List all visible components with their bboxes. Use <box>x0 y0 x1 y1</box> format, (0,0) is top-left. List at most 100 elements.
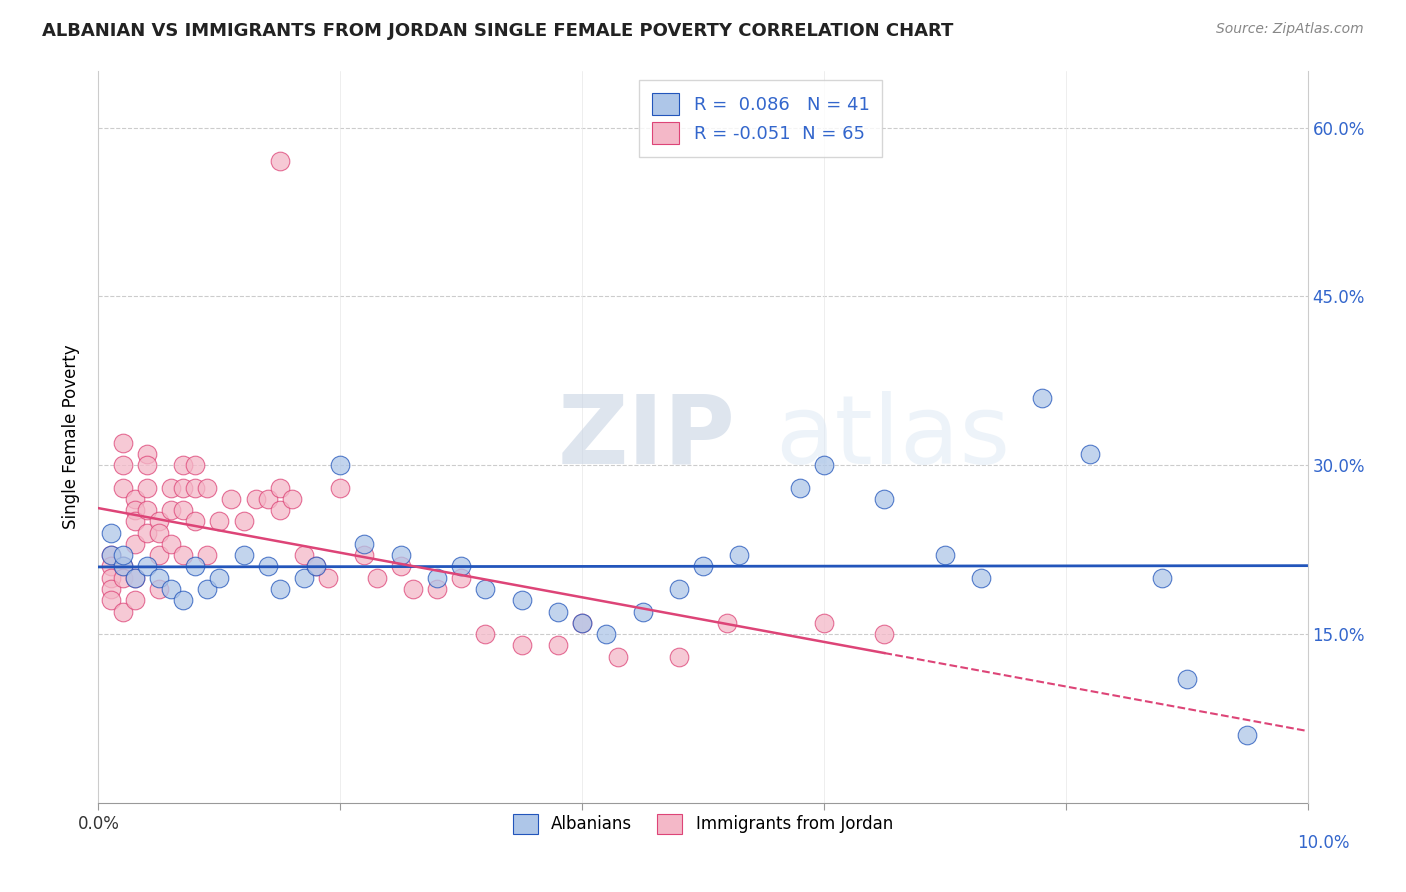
Point <box>607 649 630 664</box>
Point <box>450 571 472 585</box>
Point <box>329 458 352 473</box>
Point <box>316 571 339 585</box>
Point <box>1031 391 1053 405</box>
Point <box>111 605 134 619</box>
Point <box>100 571 122 585</box>
Point <box>124 503 146 517</box>
Point <box>172 458 194 473</box>
Point <box>245 491 267 506</box>
Point <box>402 582 425 596</box>
Point <box>135 559 157 574</box>
Point <box>135 458 157 473</box>
Point <box>111 481 134 495</box>
Point <box>426 582 449 596</box>
Point <box>124 491 146 506</box>
Point <box>269 481 291 495</box>
Point <box>160 582 183 596</box>
Point <box>389 559 412 574</box>
Point <box>813 615 835 630</box>
Point <box>353 548 375 562</box>
Point <box>184 515 207 529</box>
Point <box>232 515 254 529</box>
Point <box>631 605 654 619</box>
Point <box>100 548 122 562</box>
Legend: Albanians, Immigrants from Jordan: Albanians, Immigrants from Jordan <box>502 802 904 846</box>
Point <box>873 491 896 506</box>
Text: Source: ZipAtlas.com: Source: ZipAtlas.com <box>1216 22 1364 37</box>
Point <box>668 582 690 596</box>
Y-axis label: Single Female Poverty: Single Female Poverty <box>62 345 80 529</box>
Point <box>160 503 183 517</box>
Point <box>305 559 328 574</box>
Point <box>728 548 751 562</box>
Point <box>547 605 569 619</box>
Point <box>208 515 231 529</box>
Point <box>232 548 254 562</box>
Point <box>389 548 412 562</box>
Point <box>195 548 218 562</box>
Point <box>148 571 170 585</box>
Point <box>135 447 157 461</box>
Point <box>148 582 170 596</box>
Point <box>329 481 352 495</box>
Point <box>1175 672 1198 686</box>
Point <box>148 525 170 540</box>
Point <box>1152 571 1174 585</box>
Point <box>172 593 194 607</box>
Point <box>510 593 533 607</box>
Point <box>571 615 593 630</box>
Point <box>100 593 122 607</box>
Point <box>716 615 738 630</box>
Point <box>281 491 304 506</box>
Point <box>269 582 291 596</box>
Point <box>184 559 207 574</box>
Point <box>100 559 122 574</box>
Point <box>135 525 157 540</box>
Point <box>172 503 194 517</box>
Point <box>426 571 449 585</box>
Point <box>195 481 218 495</box>
Point <box>172 481 194 495</box>
Text: atlas: atlas <box>776 391 1011 483</box>
Point <box>124 537 146 551</box>
Point <box>111 559 134 574</box>
Point <box>595 627 617 641</box>
Point <box>305 559 328 574</box>
Point <box>934 548 956 562</box>
Point <box>571 615 593 630</box>
Point <box>1078 447 1101 461</box>
Text: ALBANIAN VS IMMIGRANTS FROM JORDAN SINGLE FEMALE POVERTY CORRELATION CHART: ALBANIAN VS IMMIGRANTS FROM JORDAN SINGL… <box>42 22 953 40</box>
Point <box>450 559 472 574</box>
Point <box>366 571 388 585</box>
Point <box>111 571 134 585</box>
Point <box>160 537 183 551</box>
Point <box>1236 728 1258 742</box>
Point <box>208 571 231 585</box>
Point <box>668 649 690 664</box>
Point <box>510 638 533 652</box>
Point <box>135 503 157 517</box>
Point <box>124 515 146 529</box>
Point <box>184 481 207 495</box>
Point <box>100 582 122 596</box>
Text: ZIP: ZIP <box>558 391 735 483</box>
Point <box>100 548 122 562</box>
Point <box>111 559 134 574</box>
Point <box>124 571 146 585</box>
Point <box>184 458 207 473</box>
Point <box>353 537 375 551</box>
Point <box>789 481 811 495</box>
Point <box>148 548 170 562</box>
Point <box>148 515 170 529</box>
Point <box>124 571 146 585</box>
Point <box>547 638 569 652</box>
Point <box>813 458 835 473</box>
Point <box>256 491 278 506</box>
Point <box>111 435 134 450</box>
Point <box>692 559 714 574</box>
Point <box>474 582 496 596</box>
Text: 10.0%: 10.0% <box>1298 834 1350 852</box>
Point <box>135 481 157 495</box>
Point <box>100 525 122 540</box>
Point <box>970 571 993 585</box>
